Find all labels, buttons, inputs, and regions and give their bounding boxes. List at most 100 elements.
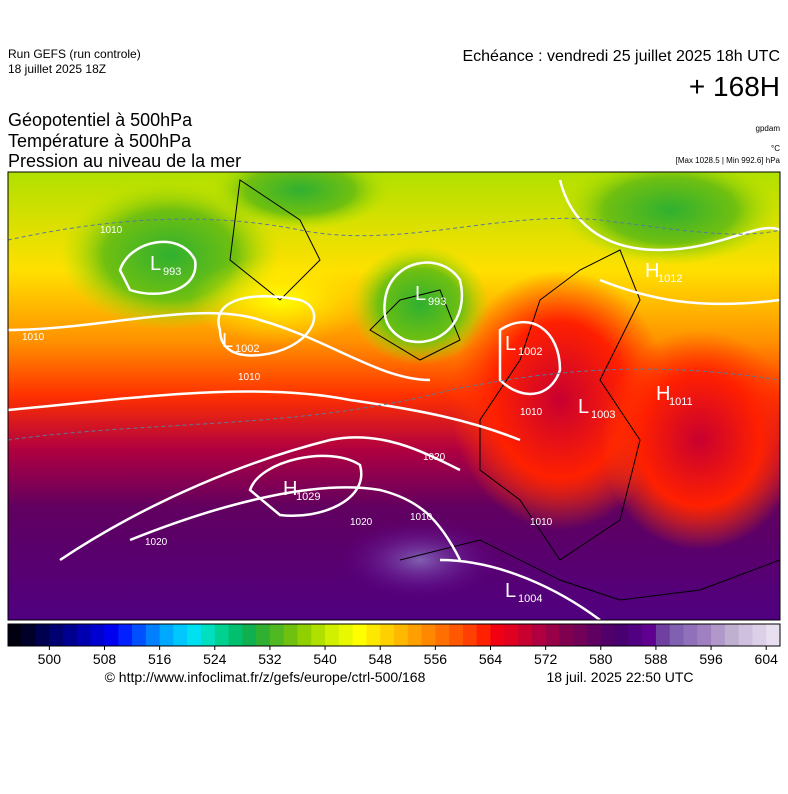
colorbar-cell: [421, 624, 436, 646]
colorbar-cell: [697, 624, 712, 646]
colorbar-cell: [614, 624, 629, 646]
colorbar-cell: [297, 624, 312, 646]
colorbar-tick-label: 540: [313, 651, 337, 667]
colorbar-cell: [283, 624, 298, 646]
colorbar-cell: [352, 624, 367, 646]
colorbar-cell: [187, 624, 202, 646]
colorbar-tick-label: 580: [589, 651, 613, 667]
center-letter: L: [150, 253, 161, 275]
colorbar-cell: [380, 624, 395, 646]
colorbar-tick-label: 588: [644, 651, 668, 667]
unit-label: gpdam: [756, 124, 781, 133]
colorbar-cell: [132, 624, 147, 646]
colorbar-tick-label: 524: [203, 651, 227, 667]
colorbar-tick-label: 572: [534, 651, 558, 667]
isobar-label: 1010: [100, 225, 123, 236]
colorbar-tick-label: 564: [479, 651, 503, 667]
map-frame: [7, 171, 781, 621]
center-letter: H: [283, 478, 297, 500]
colorbar-cell: [35, 624, 50, 646]
colorbar-tick-label: 596: [699, 651, 723, 667]
colorbar-cell: [628, 624, 643, 646]
colorbar-frame: [7, 623, 781, 647]
colorbar-cell: [724, 624, 740, 646]
colorbar-tick-label: 500: [38, 651, 62, 667]
colorbar-cell: [407, 624, 423, 646]
center-value: 993: [428, 296, 446, 308]
colorbar-cell: [711, 624, 726, 646]
colorbar-cell: [669, 624, 684, 646]
generated-time: 18 juil. 2025 22:50 UTC: [546, 669, 693, 685]
map: [8, 172, 780, 620]
isobar-label: 1020: [423, 452, 446, 463]
colorbar-cell: [435, 624, 450, 646]
field-label: Géopotentiel à 500hPa: [8, 110, 193, 130]
colorbar-cell: [49, 624, 64, 646]
center-letter: L: [415, 283, 426, 305]
colorbar-tick-label: 604: [755, 651, 779, 667]
isobar-label: 1010: [520, 407, 543, 418]
colorbar-cell: [655, 624, 671, 646]
colorbar-cell: [476, 624, 491, 646]
valid-time: Echéance : vendredi 25 juillet 2025 18h …: [462, 48, 780, 65]
center-letter: H: [656, 383, 670, 405]
center-value: 1004: [518, 593, 542, 605]
isobar-label: 1010: [238, 372, 261, 383]
colorbar-cell: [269, 624, 285, 646]
center-value: 993: [163, 266, 181, 278]
colorbar-tick-label: 548: [369, 651, 393, 667]
colorbar-cell: [90, 624, 105, 646]
colorbar-cell: [8, 624, 23, 646]
center-value: 1002: [235, 343, 259, 355]
center-value: 1003: [591, 409, 615, 421]
isobar-label: 1010: [530, 517, 553, 528]
colorbar-cell: [21, 624, 37, 646]
unit-label: °C: [771, 144, 780, 153]
colorbar-cell: [173, 624, 188, 646]
colorbar-cell: [545, 624, 560, 646]
source: © http://www.infoclimat.fr/z/gefs/europe…: [105, 669, 426, 685]
colorbar-cell: [600, 624, 616, 646]
colorbar-cell: [242, 624, 257, 646]
run-label: Run GEFS (run controle): [8, 47, 141, 61]
center-letter: L: [505, 580, 516, 602]
run-date: 18 juillet 2025 18Z: [8, 62, 106, 76]
colorbar-cell: [76, 624, 92, 646]
center-letter: H: [645, 260, 659, 282]
colorbar-tick-label: 532: [258, 651, 282, 667]
field-label: Température à 500hPa: [8, 131, 192, 151]
lead-time: + 168H: [689, 71, 780, 102]
center-value: 1011: [669, 396, 693, 408]
colorbar-cell: [642, 624, 657, 646]
colorbar-cell: [214, 624, 230, 646]
colorbar-cell: [531, 624, 547, 646]
colorbar-cell: [462, 624, 478, 646]
colorbar-cell: [518, 624, 533, 646]
unit-label: [Max 1028.5 | Min 992.6] hPa: [676, 156, 781, 165]
center-value: 1029: [296, 491, 320, 503]
isobar-label: 1020: [145, 537, 168, 548]
isobar-label: 1010: [410, 512, 433, 523]
colorbar-cell: [587, 624, 602, 646]
colorbar-cell: [228, 624, 243, 646]
colorbar-cell: [338, 624, 354, 646]
isobar-label: 1020: [350, 517, 373, 528]
center-value: 1002: [518, 346, 542, 358]
colorbar-cell: [449, 624, 464, 646]
center-letter: L: [578, 396, 589, 418]
colorbar-cell: [118, 624, 133, 646]
colorbar-tick-label: 508: [93, 651, 117, 667]
colorbar-cell: [325, 624, 340, 646]
colorbar-cell: [752, 624, 767, 646]
center-letter: L: [222, 330, 233, 352]
isobar-label: 1010: [22, 332, 45, 343]
colorbar-cell: [159, 624, 174, 646]
center-value: 1012: [658, 273, 682, 285]
colorbar-cell: [559, 624, 574, 646]
colorbar-cell: [490, 624, 505, 646]
colorbar-cell: [145, 624, 161, 646]
colorbar-cell: [738, 624, 753, 646]
colorbar-cell: [573, 624, 588, 646]
colorbar-cell: [256, 624, 271, 646]
